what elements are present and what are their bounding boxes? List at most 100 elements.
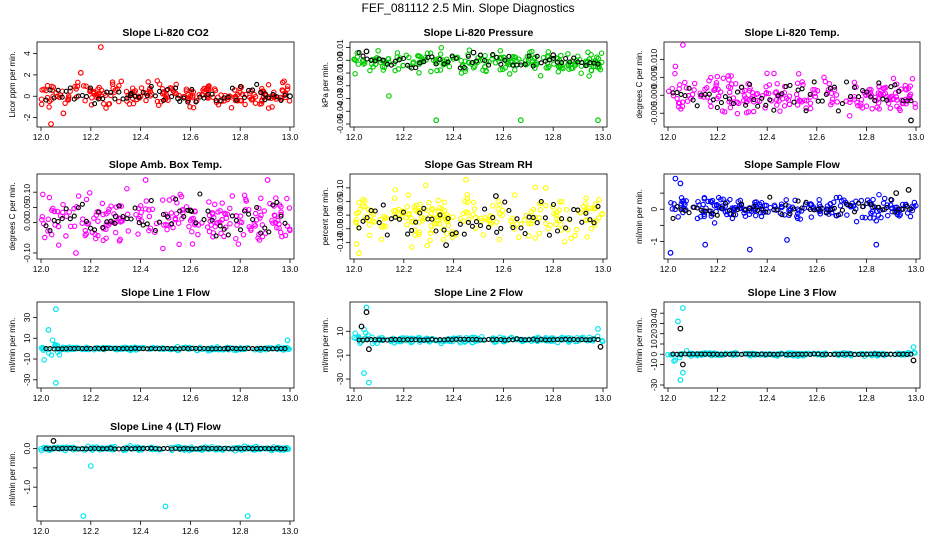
data-point (684, 98, 691, 104)
x-tick-label: 12.2 (83, 264, 100, 274)
data-point (106, 206, 112, 212)
blank-point (372, 58, 378, 64)
blank-point (893, 190, 900, 197)
data-point (185, 97, 191, 104)
data-point (430, 206, 436, 213)
blank-point (803, 199, 809, 205)
data-point (45, 216, 52, 223)
blank-point (674, 90, 680, 96)
blank-point (43, 97, 49, 103)
blank-point (453, 230, 459, 236)
x-tick-label: 12.0 (660, 132, 677, 142)
data-point (143, 90, 150, 97)
data-point (362, 198, 368, 204)
blank-point (241, 208, 248, 214)
data-point (884, 202, 891, 208)
data-point (566, 66, 572, 72)
blank-point (490, 215, 496, 221)
data-point (584, 217, 591, 223)
blank-point (108, 218, 114, 224)
outlier-point (386, 93, 392, 99)
data-point (173, 210, 180, 217)
data-point (727, 196, 733, 203)
blank-point (189, 86, 195, 92)
outlier-point (97, 44, 104, 50)
data-point (143, 97, 149, 104)
x-tick-label: 12.2 (709, 264, 726, 274)
y-tick-label: -10 (22, 353, 32, 366)
data-point (437, 51, 444, 57)
data-point (195, 231, 201, 238)
data-point (103, 221, 110, 228)
blank-point (384, 232, 390, 238)
data-point (416, 70, 422, 76)
x-tick-label: 13.0 (595, 132, 612, 142)
y-tick-label: 40 (649, 308, 659, 318)
outlier-point (463, 176, 469, 183)
blank-point (763, 209, 769, 215)
data-point (511, 192, 518, 198)
x-tick-label: 12.6 (495, 393, 512, 403)
data-point (427, 237, 433, 244)
blank-point (734, 207, 741, 213)
blank-point (819, 205, 825, 212)
data-point (565, 51, 571, 57)
data-point (82, 97, 88, 104)
blank-point (282, 346, 288, 352)
data-point (727, 104, 734, 111)
data-point (441, 208, 448, 214)
data-point (46, 350, 52, 356)
data-point (161, 222, 167, 228)
data-point (118, 78, 125, 85)
x-tick-label: 12.0 (346, 132, 363, 142)
data-point (536, 230, 543, 237)
data-point (837, 203, 844, 209)
blank-point (872, 97, 878, 104)
blank-point (831, 84, 837, 90)
blank-point (579, 219, 585, 225)
data-point (137, 203, 144, 209)
data-point (240, 232, 247, 238)
blank-point (282, 446, 288, 452)
data-point (55, 242, 62, 248)
blank-point (185, 99, 191, 105)
outlier-point (672, 175, 679, 182)
data-point (237, 85, 243, 92)
blank-point (132, 205, 138, 211)
y-tick-label: -0.10 (22, 243, 32, 263)
blank-point (880, 207, 886, 213)
data-point (867, 215, 873, 221)
x-tick-label: 12.0 (660, 393, 677, 403)
data-point (372, 61, 379, 68)
data-point (753, 199, 759, 205)
outlier-point (264, 177, 271, 183)
y-tick-label: -1 (649, 237, 659, 245)
data-point (424, 242, 431, 249)
data-point (772, 90, 779, 96)
data-point (573, 226, 580, 233)
data-point (436, 214, 442, 220)
data-point (284, 86, 291, 92)
data-point (471, 206, 478, 212)
y-tick-label: -30 (22, 373, 32, 386)
blank-point (246, 211, 252, 217)
data-point (212, 223, 218, 230)
x-tick-label: 12.0 (346, 393, 363, 403)
y-tick-label: 0.010 (649, 48, 659, 70)
panel-8: Slope Line 2 Flow 12.0 12.2 12.4 12.6 12.8 13.… (321, 287, 612, 403)
data-point (668, 200, 674, 206)
data-point (424, 50, 431, 57)
data-point (911, 199, 918, 206)
data-point (411, 227, 418, 233)
blank-point (807, 91, 813, 97)
blank-point (470, 49, 477, 56)
blank-point (534, 220, 540, 226)
data-point (671, 201, 677, 207)
blank-point (835, 212, 841, 218)
blank-point (441, 227, 447, 233)
blank-point (815, 98, 821, 104)
outlier-point (542, 184, 549, 191)
data-point (463, 209, 469, 215)
blank-point (363, 48, 370, 55)
data-point (670, 92, 677, 99)
